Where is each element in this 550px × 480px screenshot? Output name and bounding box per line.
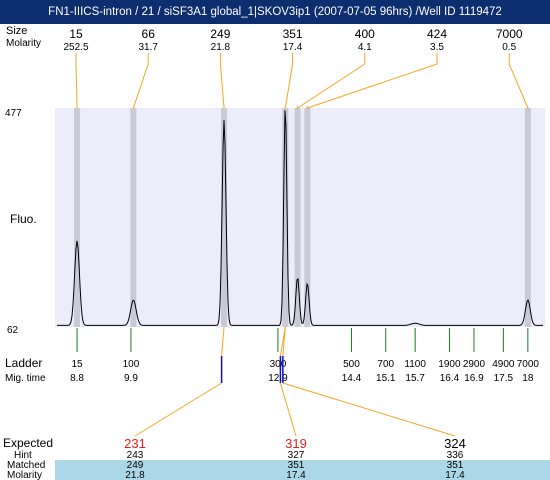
hint-row-label: Hint	[14, 450, 32, 461]
peak-molarity-label: 252.5	[63, 42, 88, 53]
matched-row-label: Matched	[7, 460, 45, 471]
ladder-mig-time-label: 12.9	[268, 373, 288, 384]
matched-label: 249	[127, 460, 144, 471]
ladder-size-label: 100	[123, 359, 140, 370]
chart-title: FN1-IIICS-intron / 21 / siSF3A1 global_1…	[0, 0, 550, 24]
peak-band	[74, 108, 81, 327]
size-row-label: Size	[6, 25, 27, 37]
ladder-mig-time-label: 9.9	[124, 373, 138, 384]
peak-molarity-label: 17.4	[283, 42, 303, 53]
peak-size-label: 400	[355, 27, 375, 41]
ladder-size-label: 15	[71, 359, 83, 370]
peak-connector	[75, 53, 78, 109]
matched-label: 351	[447, 460, 464, 471]
ladder-mig-time-label: 16.4	[440, 373, 460, 384]
ladder-size-label: 500	[343, 359, 360, 370]
ladder-mig-time-label: 18	[522, 373, 534, 384]
peak-size-label: 424	[427, 27, 447, 41]
matched-label: 351	[288, 460, 305, 471]
peak-molarity-label: 31.7	[138, 42, 158, 53]
matched-molarity-label: 17.4	[286, 470, 306, 480]
peak-connector	[306, 53, 438, 109]
peak-size-label: 66	[142, 27, 156, 41]
peak-size-label: 351	[283, 27, 303, 41]
peak-size-label: 249	[210, 27, 230, 41]
peak-connector	[219, 53, 225, 109]
peak-molarity-label: 4.1	[358, 42, 372, 53]
ladder-size-label: 300	[270, 359, 287, 370]
ladder-size-label: 1900	[438, 359, 461, 370]
peak-band	[304, 108, 311, 327]
expected-source-connector	[221, 326, 225, 357]
peak-size-label: 15	[69, 27, 83, 41]
molarity-row-label: Molarity	[6, 38, 41, 49]
molarity-bottom-row-label: Molarity	[7, 470, 42, 480]
matched-molarity-label: 17.4	[445, 470, 465, 480]
fluorescence-trace	[57, 110, 543, 326]
matched-band	[55, 460, 550, 480]
peak-molarity-label: 3.5	[430, 42, 444, 53]
peak-band	[221, 108, 228, 327]
ladder-size-label: 7000	[517, 359, 540, 370]
mig-time-row-label: Mig. time	[5, 373, 46, 384]
hint-label: 327	[288, 450, 305, 461]
ladder-size-label: 4900	[492, 359, 515, 370]
peak-size-label: 7000	[496, 27, 523, 41]
ladder-mig-time-label: 16.9	[464, 373, 484, 384]
y-tick-max: 477	[5, 108, 22, 119]
y-axis-label: Fluo.	[10, 212, 37, 226]
expected-connector	[279, 382, 297, 437]
expected-size-label: 324	[444, 436, 466, 451]
peak-connector	[297, 53, 366, 109]
hint-label: 336	[447, 450, 464, 461]
ladder-row-label: Ladder	[5, 356, 42, 370]
peak-band	[524, 108, 531, 327]
ladder-mig-time-label: 14.4	[342, 373, 362, 384]
peak-molarity-label: 0.5	[502, 42, 516, 53]
peak-band	[130, 108, 137, 327]
peak-molarity-label: 21.8	[211, 42, 231, 53]
expected-connector	[282, 382, 456, 437]
peak-band	[282, 108, 289, 327]
matched-molarity-label: 21.8	[125, 470, 145, 480]
expected-source-connector	[282, 326, 286, 357]
ladder-mig-time-label: 17.5	[494, 373, 514, 384]
ladder-mig-time-label: 8.8	[70, 373, 84, 384]
expected-size-label: 319	[285, 436, 307, 451]
ladder-size-label: 700	[377, 359, 394, 370]
ladder-mig-time-label: 15.1	[376, 373, 396, 384]
ladder-size-label: 2900	[463, 359, 486, 370]
peak-connector	[508, 53, 529, 109]
hint-label: 243	[127, 450, 144, 461]
ladder-size-label: 1100	[404, 359, 426, 370]
peak-connector	[284, 53, 294, 109]
peak-band	[294, 108, 301, 327]
ladder-mig-time-label: 15.7	[405, 373, 425, 384]
y-tick-min: 62	[7, 325, 19, 336]
expected-connector	[134, 382, 222, 437]
peak-connector	[132, 53, 149, 109]
expected-size-label: 231	[124, 436, 146, 451]
expected-row-label: Expected	[3, 436, 53, 450]
